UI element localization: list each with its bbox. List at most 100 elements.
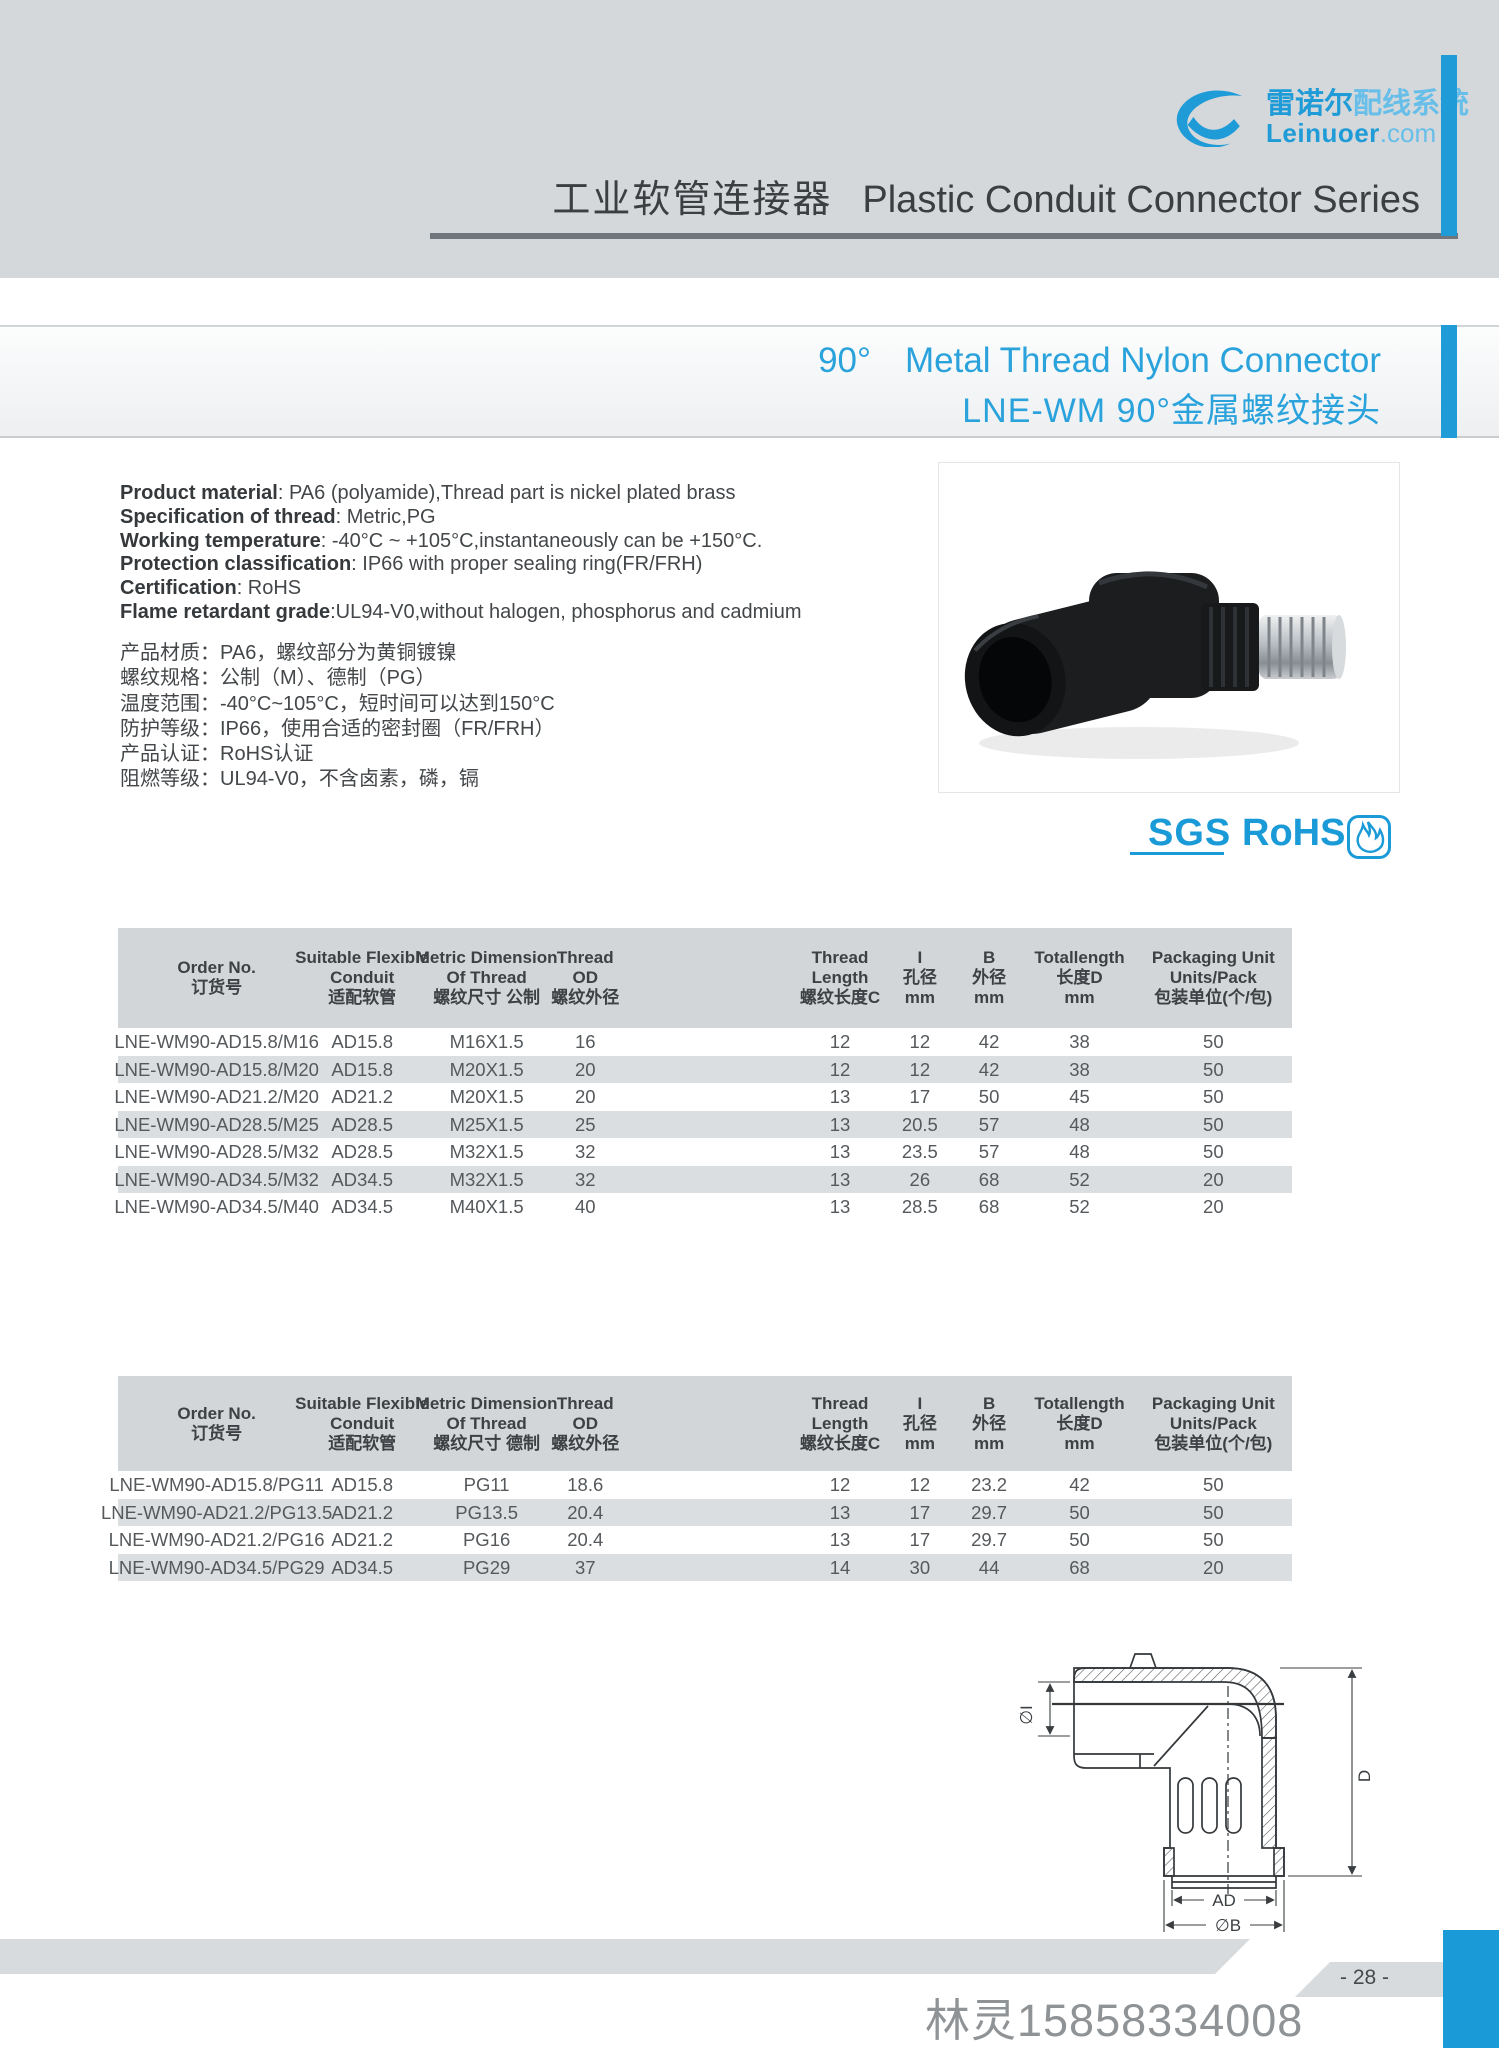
table-cell: M25X1.5 — [449, 1113, 524, 1135]
table-cell: M40X1.5 — [449, 1196, 524, 1217]
table-row: LNE-WM90-AD21.2/M20 AD21.2 M20X1.5 20 13 17 50… — [114, 1083, 1292, 1111]
header-cell: I 孔径 mm — [902, 948, 937, 1007]
table-cell: 17 — [909, 1501, 931, 1523]
header-cell: Packaging Unit Units/Pack 包装单位(个/包) — [1151, 948, 1275, 1007]
table-cell: 42 — [978, 1058, 1000, 1080]
table-cell: 29.7 — [971, 1529, 1008, 1550]
table-header: Order No. 订货号 Suitable Flexible Conduit 适配软管… — [118, 1376, 1292, 1471]
accent-bar-section — [1441, 325, 1457, 438]
spec-line-cn: 产品材质：PA6，螺纹部分为黄铜镀镍 — [120, 642, 457, 664]
header-cell: Order No. 订货号 — [177, 958, 256, 997]
table-cell: AD34.5 — [331, 1196, 394, 1217]
table-header: Order No. 订货号 Suitable Flexible Conduit 适配软管… — [118, 928, 1292, 1028]
table-cell: 48 — [1069, 1113, 1090, 1135]
table-cell: 57 — [978, 1113, 1000, 1135]
table-cell: 50 — [1203, 1529, 1224, 1550]
table-row: LNE-WM90-AD21.2/PG16 AD21.2 PG16 20.4 13 17 29… — [109, 1526, 1292, 1554]
header-cell: Metric Dimension Of Thread 螺纹尺寸 德制 — [415, 1393, 558, 1453]
table-cell: 17 — [909, 1086, 931, 1107]
table-cell: 50 — [1203, 1031, 1224, 1052]
sgs-underline — [1130, 852, 1224, 855]
table-cell: 12 — [829, 1474, 851, 1495]
table-cell: 50 — [1203, 1474, 1224, 1495]
footer-band-left — [0, 1939, 1250, 1974]
technical-drawing: ∅I D AD ∅B — [1012, 1642, 1392, 1937]
table-cell: 13 — [829, 1113, 851, 1135]
table-cell: 57 — [978, 1141, 1000, 1162]
table-row: LNE-WM90-AD15.8/M16 AD15.8 M16X1.5 16 12 12 42… — [114, 1028, 1292, 1056]
table-cell: AD21.2 — [331, 1086, 394, 1107]
spec-line-cn: 防护等级：IP66，使用合适的密封圈（FR/FRH） — [120, 717, 555, 740]
table-cell: 23.5 — [901, 1141, 938, 1162]
certifications: SGS RoHS — [1120, 812, 1400, 868]
table-cell: 68 — [1069, 1556, 1090, 1578]
table-cell: 13 — [829, 1168, 851, 1190]
table-cell: LNE-WM90-AD15.8/M16 — [114, 1031, 319, 1052]
table-cell: 42 — [978, 1031, 1000, 1052]
table-cell: AD15.8 — [331, 1058, 394, 1080]
table-cell: LNE-WM90-AD15.8/PG11 — [109, 1474, 324, 1495]
corner-accent-block — [1443, 1930, 1499, 2048]
table-cell: AD28.5 — [331, 1141, 394, 1162]
rohs-mark: RoHS — [1242, 812, 1346, 854]
table-cell: M32X1.5 — [449, 1141, 524, 1162]
table-row: LNE-WM90-AD28.5/M32 AD28.5 M32X1.5 32 13 23.5… — [114, 1138, 1292, 1166]
table-cell: 50 — [1203, 1058, 1224, 1080]
table-cell: M16X1.5 — [449, 1031, 524, 1052]
table-cell: 29.7 — [971, 1501, 1008, 1523]
logo: 雷诺尔配线系统 Leinuoer.com — [1168, 88, 1469, 148]
table-cell: 50 — [1203, 1113, 1224, 1135]
table-cell: 20.4 — [567, 1529, 604, 1550]
spec-line-cn: 阻燃等级：UL94-V0，不含卤素，磷，镉 — [120, 768, 479, 791]
product-photo — [938, 462, 1400, 793]
specs-chinese: 产品材质：PA6，螺纹部分为黄铜镀镍 螺纹规格：公制（M）、德制（PG） 温度范围：… — [120, 641, 740, 793]
table-body: LNE-WM90-AD15.8/PG11 AD15.8 PG11 18.6 12 12 23… — [101, 1471, 1292, 1581]
header-cell: I 孔径 mm — [902, 1393, 937, 1453]
header-cell: Thread OD 螺纹外径 — [551, 948, 620, 1007]
table-cell: AD21.2 — [331, 1529, 394, 1550]
table-cell: LNE-WM90-AD21.2/PG16 — [108, 1529, 325, 1550]
table-cell: PG11 — [463, 1474, 510, 1495]
table-cell: M20X1.5 — [449, 1086, 524, 1107]
table-cell: 38 — [1069, 1058, 1090, 1080]
logo-domain: Leinuoer.com — [1266, 118, 1437, 148]
table-cell: 23.2 — [971, 1474, 1008, 1495]
table-cell: 52 — [1069, 1168, 1090, 1190]
table-cell: LNE-WM90-AD34.5/M40 — [114, 1196, 319, 1217]
table-cell: 68 — [978, 1196, 1000, 1217]
page-title: 工业软管连接器 Plastic Conduit Connector Series — [552, 168, 1420, 223]
header-cell: B 外径 mm — [972, 948, 1007, 1007]
table-cell: 45 — [1069, 1086, 1090, 1107]
header-cell: Metric Dimension Of Thread 螺纹尺寸 公制 — [415, 948, 558, 1007]
table-cell: 50 — [1069, 1501, 1090, 1523]
table-cell: 13 — [829, 1529, 851, 1550]
table-cell: 12 — [909, 1058, 931, 1080]
header-cell: Thread OD 螺纹外径 — [551, 1393, 620, 1453]
table-cell: LNE-WM90-AD28.5/M25 — [114, 1113, 319, 1135]
table-cell: 32 — [574, 1168, 596, 1190]
dim-label-ad: AD — [1212, 1891, 1236, 1910]
table-row: LNE-WM90-AD34.5/PG29 AD34.5 PG29 37 14 30 44 68… — [109, 1553, 1292, 1581]
table-cell: 20 — [1203, 1556, 1224, 1578]
table-cell: 18.6 — [567, 1474, 604, 1495]
logo-swoosh-icon — [1168, 89, 1256, 147]
dim-label-i: ∅I — [1017, 1705, 1036, 1725]
accent-bar-header — [1441, 55, 1457, 236]
watermark: 林灵15858334008 — [925, 1995, 1304, 2046]
table-cell: LNE-WM90-AD15.8/M20 — [114, 1058, 319, 1080]
spec-line-en: Certification: RoHS — [120, 577, 302, 600]
table-cell: LNE-WM90-AD34.5/PG29 — [108, 1556, 325, 1578]
table-cell: 28.5 — [901, 1196, 938, 1217]
table-cell: PG13.5 — [455, 1501, 518, 1523]
page-title-en: Plastic Conduit Connector Series — [862, 179, 1420, 221]
section-title-en: 90° Metal Thread Nylon Connector — [818, 341, 1381, 380]
table-cell: 25 — [574, 1113, 596, 1135]
header-band: 雷诺尔配线系统 Leinuoer.com 工业软管连接器 Plastic Cond… — [0, 0, 1499, 278]
header-cell: Order No. 订货号 — [177, 1403, 256, 1443]
specs-english: Product material: PA6 (polyamide),Thread… — [120, 482, 820, 625]
table-cell: 13 — [829, 1141, 851, 1162]
title-divider — [430, 233, 1458, 239]
pg-thread-table: Order No. 订货号 Suitable Flexible Conduit 适配软管… — [101, 1376, 1292, 1581]
table-cell: 13 — [829, 1501, 851, 1523]
